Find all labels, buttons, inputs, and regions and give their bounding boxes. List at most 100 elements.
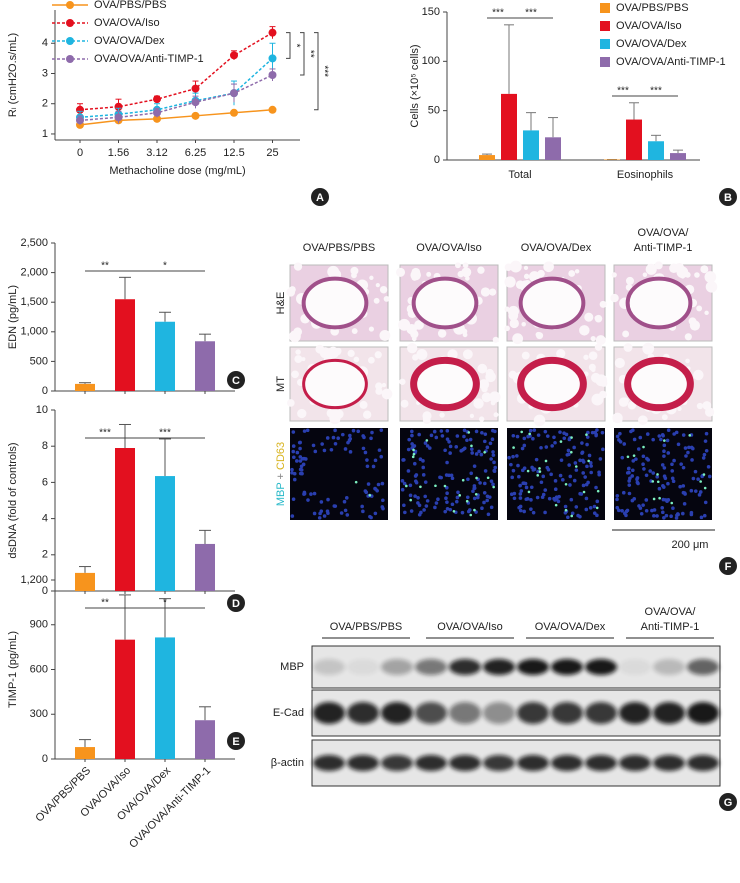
y-tick-label: 1 (42, 128, 48, 140)
nucleus (400, 487, 405, 492)
nucleus (681, 511, 685, 516)
nucleus (535, 495, 540, 500)
mbp-signal (412, 448, 415, 452)
alveolus (369, 275, 374, 280)
nucleus (518, 496, 523, 500)
nucleus (641, 503, 645, 507)
mbp-signal (368, 493, 372, 497)
mbp-signal (467, 431, 471, 434)
mbp-signal (570, 436, 573, 439)
legend-marker (66, 37, 74, 45)
alveolus (383, 295, 390, 302)
nucleus (377, 448, 382, 452)
nucleus (425, 499, 430, 503)
nucleus (586, 430, 590, 435)
alveolus (301, 357, 306, 362)
nucleus (361, 446, 366, 451)
nucleus (443, 448, 447, 453)
nucleus (589, 464, 593, 468)
nucleus (574, 505, 579, 509)
nucleus (620, 455, 625, 460)
nucleus (536, 433, 541, 437)
nucleus (465, 438, 469, 443)
row-label: MBP + CD63 (275, 442, 287, 506)
alveolus (594, 343, 603, 351)
nucleus (601, 447, 605, 452)
nucleus (652, 514, 656, 518)
nucleus (511, 454, 515, 459)
data-point (153, 114, 161, 123)
nucleus (707, 474, 712, 479)
nucleus (663, 476, 668, 481)
mbp-signal (703, 486, 707, 490)
nucleus (588, 505, 593, 510)
nucleus (400, 479, 405, 483)
alveolus (622, 330, 630, 338)
mbp-signal (702, 473, 706, 476)
nucleus (456, 490, 460, 495)
blot-band (381, 659, 413, 675)
alveolus (704, 271, 717, 283)
significance-label: *** (99, 428, 111, 439)
nucleus (292, 477, 297, 482)
nucleus (429, 433, 434, 438)
nucleus (445, 437, 450, 441)
nucleus (524, 485, 529, 490)
bar (523, 130, 539, 160)
nucleus (665, 438, 670, 443)
significance-label: * (163, 598, 167, 609)
nucleus (702, 452, 707, 457)
alveolus (416, 348, 428, 360)
nucleus (469, 471, 474, 476)
nucleus (669, 514, 673, 519)
nucleus (434, 435, 439, 440)
nucleus (650, 508, 654, 513)
data-point (230, 51, 238, 60)
nucleus (489, 479, 494, 483)
alveolus (574, 269, 580, 274)
alveolus (359, 400, 368, 409)
mbp-signal (425, 439, 429, 442)
data-point (76, 116, 84, 125)
nucleus (422, 508, 426, 512)
nucleus (290, 467, 294, 472)
alveolus (287, 399, 295, 407)
mbp-signal (492, 485, 495, 489)
nucleus (492, 460, 496, 465)
row-label-part: CD63 (275, 442, 287, 470)
nucleus (424, 504, 429, 508)
nucleus (630, 468, 635, 473)
nucleus (480, 506, 484, 511)
alveolus (610, 293, 619, 303)
blot-row-label: MBP (280, 661, 304, 673)
mbp-signal (582, 490, 586, 494)
nucleus (333, 504, 338, 508)
nucleus (566, 448, 571, 453)
nucleus (689, 512, 694, 517)
nucleus (485, 445, 490, 450)
alveolus (614, 357, 625, 369)
airway (517, 356, 587, 412)
nucleus (699, 515, 704, 520)
y-tick-label: 100 (422, 55, 440, 67)
alveolus (426, 271, 432, 277)
mbp-signal (483, 450, 486, 454)
nucleus (552, 435, 556, 440)
y-tick-label: 0 (434, 154, 440, 166)
nucleus (407, 437, 411, 442)
nucleus (361, 509, 365, 514)
blot-band (347, 755, 379, 771)
legend-label: OVA/OVA/Iso (616, 20, 682, 32)
blot-band (687, 659, 719, 675)
nucleus (585, 435, 590, 439)
nucleus (592, 511, 597, 515)
group-label: Anti-TIMP-1 (641, 621, 700, 633)
alveolus (461, 328, 468, 335)
nucleus (450, 502, 455, 507)
nucleus (563, 510, 568, 515)
nucleus (562, 436, 567, 441)
y-tick-label: 2 (42, 98, 48, 110)
bar (115, 639, 135, 759)
nucleus (543, 510, 547, 515)
y-tick-label: 2,000 (20, 267, 48, 279)
